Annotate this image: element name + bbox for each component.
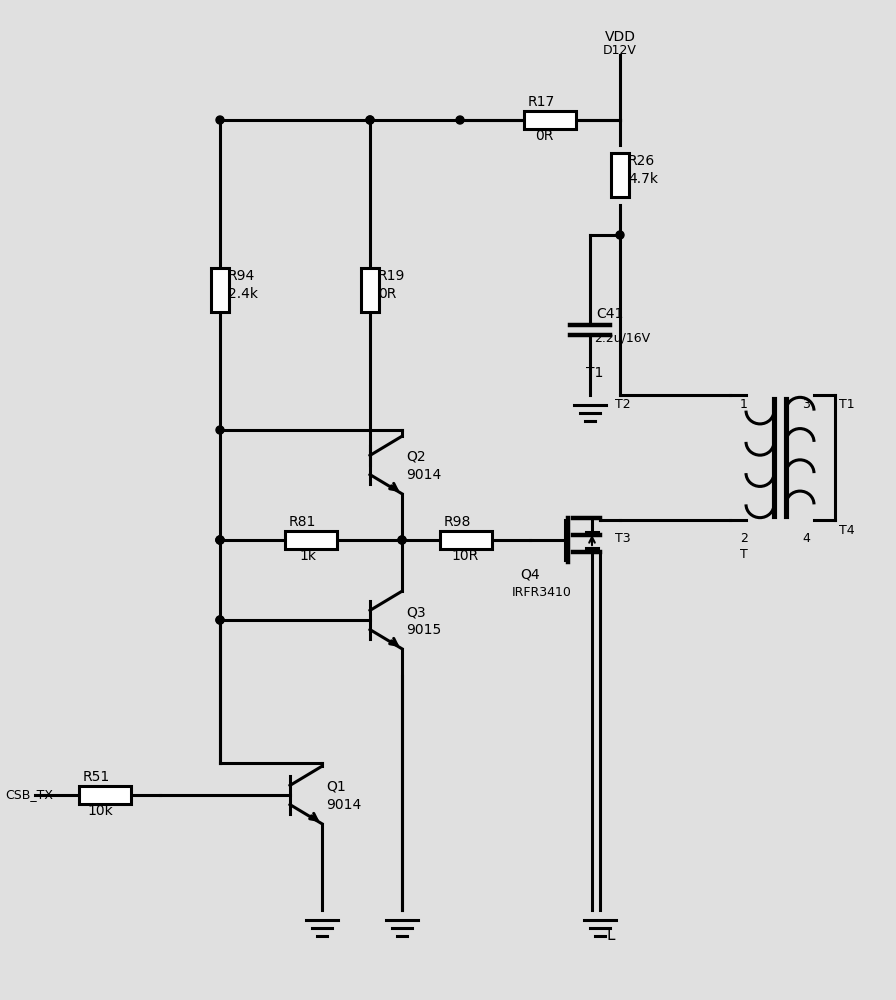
Text: R98: R98 (444, 515, 471, 529)
Text: IRFR3410: IRFR3410 (512, 585, 572, 598)
Text: 2.4k: 2.4k (228, 287, 258, 301)
Text: R17: R17 (528, 95, 556, 109)
Text: CSB_TX: CSB_TX (5, 788, 53, 802)
Text: R81: R81 (289, 515, 316, 529)
Text: 10R: 10R (451, 549, 478, 563)
Circle shape (216, 616, 224, 624)
Bar (440, 531, 492, 549)
Text: 9015: 9015 (406, 623, 441, 637)
Bar (285, 531, 337, 549)
Circle shape (216, 426, 224, 434)
Text: R94: R94 (228, 269, 255, 283)
Text: R26: R26 (628, 154, 655, 168)
Text: 9014: 9014 (326, 798, 361, 812)
Text: T1: T1 (586, 366, 604, 380)
Bar (211, 268, 229, 312)
Circle shape (366, 116, 374, 124)
Bar (79, 786, 131, 804)
Bar (361, 268, 379, 312)
Circle shape (398, 536, 406, 544)
Text: 4.7k: 4.7k (628, 172, 658, 186)
Text: 0R: 0R (378, 287, 396, 301)
Text: 2: 2 (740, 532, 748, 544)
Text: L: L (606, 928, 615, 942)
Text: 1: 1 (740, 398, 748, 412)
Circle shape (216, 536, 224, 544)
Text: T3: T3 (615, 532, 631, 544)
Text: Q1: Q1 (326, 780, 346, 794)
Text: 9014: 9014 (406, 468, 441, 482)
Text: Q3: Q3 (406, 605, 426, 619)
Text: T: T (740, 548, 748, 560)
Circle shape (616, 231, 624, 239)
Text: VDD: VDD (605, 30, 635, 44)
Text: R51: R51 (83, 770, 110, 784)
Text: 3: 3 (802, 398, 810, 412)
Text: 2.2u/16V: 2.2u/16V (594, 332, 650, 344)
Circle shape (398, 536, 406, 544)
Text: T4: T4 (839, 524, 855, 536)
Bar (524, 111, 576, 129)
Circle shape (216, 536, 224, 544)
Circle shape (216, 116, 224, 124)
Text: 0R: 0R (535, 129, 554, 143)
Text: Q4: Q4 (520, 568, 539, 582)
Text: 10k: 10k (87, 804, 113, 818)
Text: R19: R19 (378, 269, 405, 283)
Text: D12V: D12V (603, 43, 637, 56)
Circle shape (216, 536, 224, 544)
Bar (611, 153, 629, 197)
Text: C41: C41 (596, 307, 624, 321)
Text: Q2: Q2 (406, 450, 426, 464)
Text: T2: T2 (615, 398, 631, 412)
Circle shape (456, 116, 464, 124)
Text: 1k: 1k (299, 549, 316, 563)
Circle shape (366, 116, 374, 124)
Text: T1: T1 (839, 398, 855, 412)
Text: 4: 4 (802, 532, 810, 544)
Circle shape (216, 616, 224, 624)
